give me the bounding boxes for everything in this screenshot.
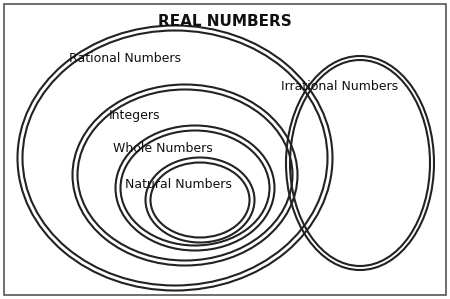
Text: Rational Numbers: Rational Numbers [69,51,181,65]
Text: Whole Numbers: Whole Numbers [113,141,213,155]
Text: Natural Numbers: Natural Numbers [125,179,231,191]
Text: Integers: Integers [109,109,161,121]
Text: REAL NUMBERS: REAL NUMBERS [158,14,292,30]
Text: Irrational Numbers: Irrational Numbers [281,80,399,94]
